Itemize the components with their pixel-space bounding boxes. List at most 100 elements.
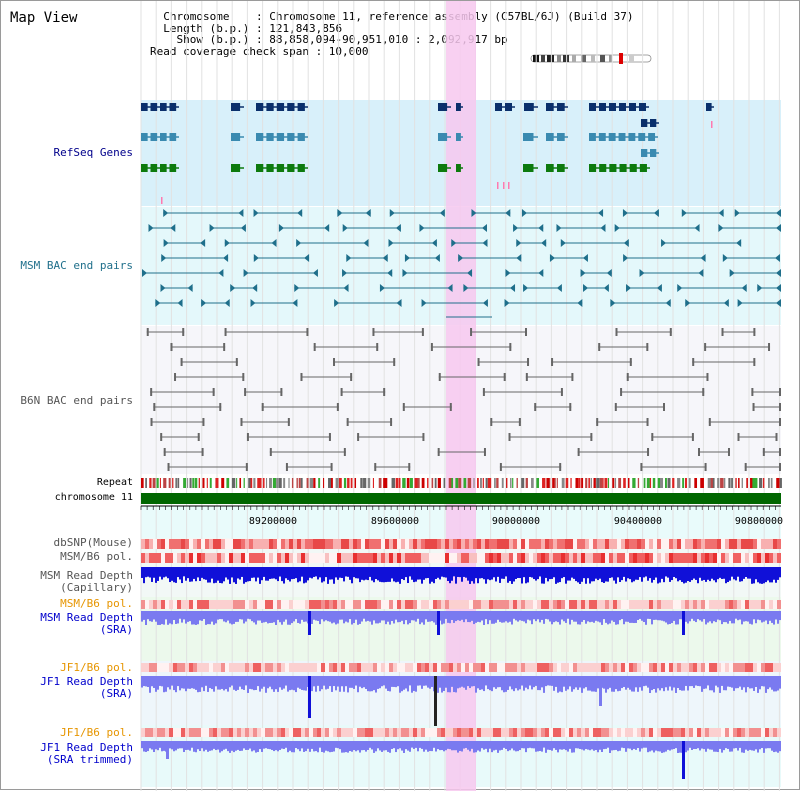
read-depth-bar: [369, 567, 371, 577]
jf1-b6-pol-trimmed-label[interactable]: JF1/B6 pol.: [60, 726, 133, 739]
gene-exon: [141, 103, 148, 111]
msm-end-marker: [177, 299, 183, 307]
read-depth-bar: [539, 611, 541, 623]
msm-b6-pol-label[interactable]: MSM/B6 pol.: [60, 550, 133, 563]
read-depth-bar: [775, 611, 777, 620]
msm-end-marker: [467, 269, 473, 277]
read-depth-bar: [283, 676, 285, 689]
read-depth-bar: [701, 567, 703, 581]
read-depth-bar: [751, 567, 753, 584]
msm-read-depth-capillary-label[interactable]: MSM Read Depth (Capillary): [40, 570, 133, 594]
msm-end-marker: [419, 224, 425, 232]
read-depth-bar: [685, 741, 687, 753]
jf1-read-depth-trimmed-label[interactable]: JF1 Read Depth (SRA trimmed): [40, 742, 133, 766]
polymorphism-cell: [281, 553, 285, 563]
polymorphism-cell: [281, 663, 285, 672]
polymorphism-cell: [693, 728, 697, 737]
polymorphism-cell: [689, 728, 693, 737]
msm-b6-pol-sra-label[interactable]: MSM/B6 pol.: [60, 597, 133, 610]
read-depth-bar: [413, 567, 415, 583]
dbsnp-label[interactable]: dbSNP(Mouse): [53, 536, 133, 549]
read-depth-bar: [633, 676, 635, 692]
msm-end-marker: [292, 299, 298, 307]
polymorphism-cell: [393, 553, 397, 563]
polymorphism-cell: [757, 553, 761, 563]
msm-end-marker: [538, 269, 544, 277]
axis-tick-label: 90400000: [614, 516, 662, 527]
read-depth-bar: [469, 741, 471, 752]
read-depth-bar: [217, 611, 219, 620]
read-depth-bar: [431, 676, 433, 687]
b6n-end-marker: [300, 373, 303, 381]
repeat-block: [431, 478, 434, 488]
polymorphism-cell: [489, 600, 493, 609]
read-depth-bar: [737, 611, 739, 621]
polymorphism-cell: [673, 728, 677, 737]
axis-tick-label: 89200000: [249, 516, 297, 527]
msm-read-depth-sra-label[interactable]: MSM Read Depth (SRA): [40, 612, 133, 636]
polymorphism-cell: [201, 539, 205, 549]
read-depth-bar: [521, 676, 523, 686]
msm-end-marker: [583, 284, 589, 292]
polymorphism-cell: [349, 663, 353, 672]
polymorphism-cell: [433, 663, 437, 672]
polymorphism-cell: [397, 553, 401, 563]
read-depth-bar: [395, 611, 397, 620]
msm-end-marker: [626, 284, 632, 292]
read-depth-bar: [755, 567, 757, 580]
polymorphism-cell: [521, 728, 525, 737]
jf1-b6-pol-label[interactable]: JF1/B6 pol.: [60, 661, 133, 674]
read-depth-bar: [303, 567, 305, 584]
b6n-end-marker: [779, 463, 781, 471]
read-depth-bar: [285, 676, 287, 686]
read-depth-bar: [727, 567, 729, 583]
polymorphism-cell: [525, 539, 529, 549]
polymorphism-cell: [717, 663, 721, 672]
read-depth-bar: [259, 567, 261, 584]
read-depth-bar: [735, 611, 737, 619]
polymorphism-cell: [449, 728, 453, 737]
read-depth-bar: [475, 741, 477, 753]
polymorphism-cell: [417, 663, 421, 672]
jf1-read-depth-sra-label[interactable]: JF1 Read Depth (SRA): [40, 676, 133, 700]
read-depth-bar: [665, 611, 667, 623]
read-depth-bar: [401, 611, 403, 621]
polymorphism-cell: [337, 663, 341, 672]
read-depth-bar: [545, 567, 547, 578]
polymorphism-cell: [533, 600, 537, 609]
read-depth-bar: [537, 676, 539, 691]
b6n-bac-end-pairs-label[interactable]: B6N BAC end pairs: [20, 394, 133, 407]
read-depth-bar: [525, 676, 527, 688]
read-depth-bar: [637, 741, 639, 749]
repeat-block: [512, 478, 514, 488]
repeat-block: [585, 478, 588, 488]
polymorphism-cell: [369, 600, 373, 609]
read-depth-bar: [229, 741, 231, 753]
polymorphism-cell: [325, 600, 329, 609]
refseq-genes-label[interactable]: RefSeq Genes: [53, 146, 133, 159]
read-depth-bar: [361, 611, 363, 622]
read-depth-bar: [643, 741, 645, 748]
msm-end-marker: [296, 239, 302, 247]
refseq-gene-features[interactable]: [141, 103, 714, 204]
b6n-bac-pairs[interactable]: [146, 328, 781, 471]
gene-exon: [650, 119, 657, 127]
read-depth-bar: [561, 741, 563, 750]
read-depth-bar: [289, 567, 291, 582]
read-depth-bar: [233, 676, 235, 690]
read-depth-bar: [767, 567, 769, 581]
read-depth-bar: [747, 676, 749, 688]
polymorphism-cell: [285, 663, 289, 672]
read-depth-bar: [221, 611, 223, 620]
polymorphism-cell: [217, 553, 221, 563]
msm-end-marker: [187, 284, 193, 292]
read-depth-bar: [333, 676, 335, 687]
read-depth-bar: [417, 567, 419, 580]
repeat-block: [667, 478, 671, 488]
read-depth-bar: [615, 741, 617, 750]
msm-bac-pairs[interactable]: [141, 209, 781, 318]
msm-bac-end-pairs-label[interactable]: MSM BAC end pairs: [20, 259, 133, 272]
repeat-block: [660, 478, 664, 488]
read-depth-bar: [671, 567, 673, 581]
